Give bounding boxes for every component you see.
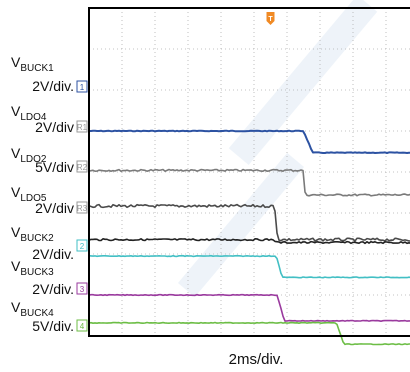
trace-ldo2	[88, 203, 410, 242]
trace-ldo5	[88, 238, 410, 245]
channel-name-subscript: BUCK4	[20, 308, 54, 319]
trace-ldo4	[88, 168, 410, 197]
watermark	[177, 0, 378, 298]
channel-marker-label-3: 3	[80, 285, 85, 294]
channel-name-buck3: VBUCK3	[11, 258, 54, 278]
trace-buck1	[89, 129, 410, 154]
trace-buck2	[88, 254, 410, 279]
trigger-marker: T	[266, 12, 275, 25]
channel-name-prefix: V	[11, 145, 21, 161]
channel-name-buck1: VBUCK1	[11, 54, 54, 74]
x-axis-label: 2ms/div.	[229, 351, 284, 368]
channel-scale-ldo4: 2V/div	[35, 119, 74, 135]
grid	[89, 8, 410, 336]
channel-scale-buck3: 2V/div.	[32, 281, 74, 297]
channel-name-subscript: BUCK1	[20, 63, 54, 74]
channel-marker-box-1	[76, 80, 88, 93]
channel-marker-box-r3	[76, 201, 88, 214]
channel-name-ldo2: VLDO2	[11, 145, 47, 165]
traces	[88, 129, 410, 346]
channel-name-ldo5: VLDO5	[11, 184, 47, 204]
channel-name-buck2: VBUCK2	[11, 224, 54, 244]
channel-marker-box-3	[76, 282, 88, 295]
channel-marker-label-4: 4	[80, 322, 85, 331]
channel-marker-label-r2: R2	[77, 163, 88, 172]
channel-labels: VBUCK12V/div.VLDO42V/divVLDO25V/divVLDO5…	[11, 54, 74, 334]
channel-marker-label-r1: R1	[77, 123, 88, 132]
channel-marker-label-r3: R3	[77, 204, 88, 213]
channel-name-subscript: LDO5	[20, 193, 47, 204]
channel-name-ldo4: VLDO4	[11, 103, 47, 123]
channel-name-prefix: V	[11, 258, 21, 274]
channel-name-subscript: LDO4	[20, 112, 47, 123]
channel-name-prefix: V	[11, 184, 21, 200]
channel-marker-box-4	[76, 319, 88, 332]
channel-scale-ldo2: 5V/div	[35, 159, 74, 175]
channel-marker-box-r1	[76, 120, 88, 133]
channel-marker-box-2	[76, 239, 88, 252]
channel-name-prefix: V	[11, 224, 21, 240]
channel-scale-buck4: 5V/div.	[32, 318, 74, 334]
trace-buck4	[88, 321, 410, 346]
channel-markers: 1 R1 R2 R3 2 3 4	[76, 80, 88, 332]
channel-marker-label-1: 1	[80, 83, 85, 92]
channel-name-prefix: V	[11, 54, 21, 70]
channel-marker-box-r2	[76, 160, 88, 173]
channel-name-subscript: BUCK3	[20, 267, 54, 278]
channel-scale-buck2: 2V/div.	[32, 246, 74, 262]
channel-scale-buck1: 2V/div.	[32, 78, 74, 94]
channel-name-subscript: BUCK2	[20, 233, 54, 244]
channel-name-prefix: V	[11, 103, 21, 119]
trigger-flag-label: T	[268, 16, 273, 23]
channel-scale-ldo5: 2V/div	[35, 200, 74, 216]
trace-buck3	[88, 293, 410, 323]
plot-frame	[88, 7, 410, 337]
trigger-flag	[266, 12, 275, 25]
channel-name-subscript: LDO2	[20, 154, 47, 165]
channel-marker-label-2: 2	[80, 242, 85, 251]
channel-name-prefix: V	[11, 299, 21, 315]
channel-name-buck4: VBUCK4	[11, 299, 54, 319]
